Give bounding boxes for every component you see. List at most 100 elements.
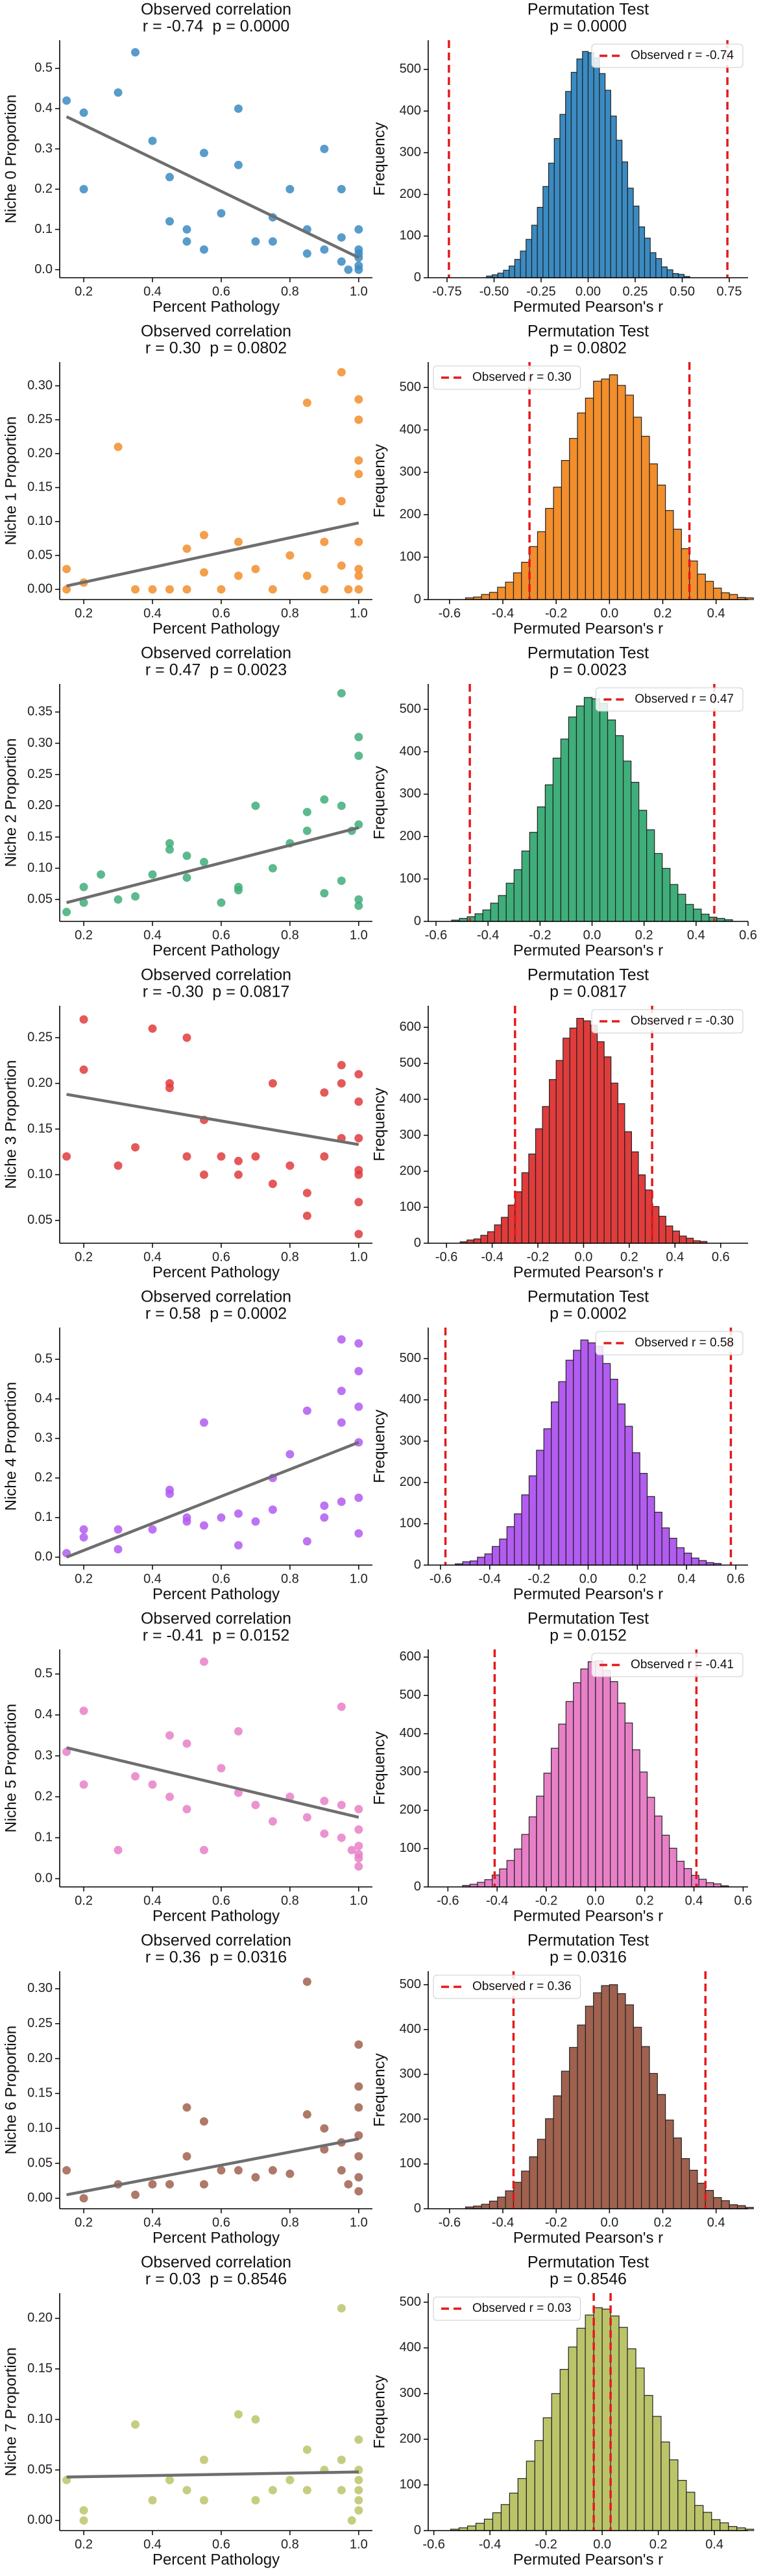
histogram-bar xyxy=(513,572,522,600)
y-tick-label: 0 xyxy=(414,1557,421,1572)
histogram-bar xyxy=(661,1527,670,1566)
x-tick-label: 0.6 xyxy=(712,1250,730,1264)
x-tick-label: -0.75 xyxy=(432,284,462,298)
histogram-bar xyxy=(543,1773,552,1888)
x-tick-label: 0.4 xyxy=(143,2215,162,2230)
histogram-bar xyxy=(593,2307,603,2531)
y-tick-label: 0.0 xyxy=(34,1871,53,1886)
x-tick-label: 1.0 xyxy=(350,1572,368,1586)
scatter-point xyxy=(182,1033,191,1042)
histogram-bar xyxy=(624,1722,633,1888)
histogram-bar xyxy=(617,1703,625,1888)
chart-title: Observed correlation xyxy=(141,966,291,984)
scatter-point xyxy=(337,801,346,810)
chart-title: Permutation Test xyxy=(527,966,649,984)
scatter-point xyxy=(251,1517,260,1526)
scatter-point xyxy=(79,898,88,907)
x-tick-label: 0.75 xyxy=(717,284,742,298)
chart-title: Observed correlation xyxy=(141,1610,291,1628)
x-tick-label: 0.4 xyxy=(143,606,162,620)
y-tick-label: 0.10 xyxy=(27,514,53,528)
x-axis-label: Percent Pathology xyxy=(152,1263,280,1281)
histogram-bar xyxy=(639,1473,648,1566)
y-tick-label: 0.0 xyxy=(34,1549,53,1564)
histogram-bar xyxy=(568,716,577,922)
chart-title: Observed correlation xyxy=(141,1288,291,1306)
scatter-point xyxy=(354,2496,363,2505)
scatter-point xyxy=(217,2166,226,2175)
chart-title: Permutation Test xyxy=(527,1288,649,1306)
histogram-bar xyxy=(542,1106,550,1244)
histogram-bar xyxy=(514,259,521,278)
histogram-bar xyxy=(614,735,624,922)
scatter-point xyxy=(302,826,311,835)
x-tick-label: 0.6 xyxy=(212,2215,230,2230)
histogram-bar xyxy=(565,1701,574,1888)
x-tick-label: 0.2 xyxy=(75,2215,93,2230)
chart-title: Permutation Test xyxy=(527,2254,649,2272)
histogram-bar xyxy=(676,1860,684,1888)
x-tick-label: 0.4 xyxy=(143,2537,162,2551)
histogram-bar xyxy=(599,703,609,922)
y-tick-label: 100 xyxy=(400,2477,421,2492)
histogram-bar xyxy=(568,2346,577,2531)
histogram-bar xyxy=(529,2156,539,2209)
scatter-point xyxy=(79,185,88,194)
x-tick-label: 0.2 xyxy=(654,2215,672,2230)
y-axis-label: Frequency xyxy=(370,122,388,195)
y-tick-label: 0.15 xyxy=(27,1121,53,1136)
x-tick-label: 0.0 xyxy=(579,1572,598,1586)
histogram-bar xyxy=(685,904,694,922)
scatter-point xyxy=(268,237,277,246)
x-tick-label: 0.0 xyxy=(600,606,618,620)
histogram-bar xyxy=(593,1992,602,2209)
x-tick-label: 0.4 xyxy=(707,606,725,620)
histogram-bar xyxy=(610,2315,620,2531)
scatter-point xyxy=(148,585,157,594)
scatter-point xyxy=(148,2180,157,2189)
y-tick-label: 0 xyxy=(414,2523,421,2537)
histogram-bar xyxy=(537,2139,546,2209)
histogram-bar xyxy=(526,2461,535,2531)
x-tick-label: 0.8 xyxy=(281,1250,299,1264)
scatter-point xyxy=(114,1845,123,1854)
y-axis-label: Frequency xyxy=(370,766,388,839)
histogram-bar xyxy=(517,2478,527,2531)
histogram-bar xyxy=(509,265,516,278)
scatter-point xyxy=(320,795,329,804)
y-tick-label: 200 xyxy=(400,507,421,522)
scatter-point xyxy=(182,1804,191,1814)
histogram-bar xyxy=(618,2327,628,2531)
x-tick-label: 0.8 xyxy=(281,1572,299,1586)
histogram-bar xyxy=(553,2095,563,2209)
scatter-point xyxy=(337,1801,346,1810)
scatter-point xyxy=(199,2117,208,2126)
scatter-point xyxy=(337,1079,346,1088)
scatter-point xyxy=(354,1070,363,1079)
y-tick-label: 0.00 xyxy=(27,582,53,596)
x-tick-label: 0.6 xyxy=(212,606,230,620)
x-tick-label: 0.4 xyxy=(143,1572,162,1586)
scatter-point xyxy=(268,1817,277,1826)
histogram-bar xyxy=(499,1868,507,1888)
histogram-bar xyxy=(537,531,546,600)
y-tick-label: 0 xyxy=(414,2201,421,2215)
scatter-point xyxy=(354,1804,363,1814)
scatter-point xyxy=(251,237,260,246)
histogram-bar xyxy=(501,1217,509,1244)
histogram-bar xyxy=(712,2197,722,2209)
histogram-bar xyxy=(484,1879,493,1888)
scatter-point xyxy=(182,225,191,234)
histogram-bar xyxy=(552,757,562,922)
scatter-point xyxy=(354,1339,363,1348)
y-tick-label: 0.20 xyxy=(27,1076,53,1090)
y-axis-label: Niche 0 Proportion xyxy=(2,95,19,224)
scatter-point xyxy=(302,807,311,816)
histogram-bar xyxy=(475,2523,485,2531)
histogram-bar xyxy=(469,1561,478,1566)
x-tick-label: -0.50 xyxy=(479,284,509,298)
scatter-point xyxy=(131,2190,140,2199)
x-tick-label: 0.2 xyxy=(75,2537,93,2551)
histogram-bar xyxy=(649,2072,658,2209)
